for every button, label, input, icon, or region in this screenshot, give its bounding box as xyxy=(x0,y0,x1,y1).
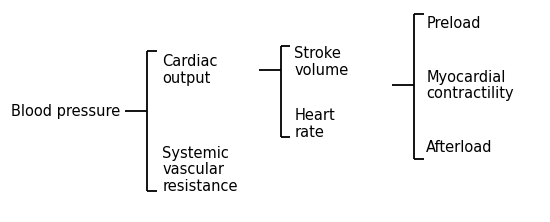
Text: Systemic
vascular
resistance: Systemic vascular resistance xyxy=(162,146,238,194)
Text: Cardiac
output: Cardiac output xyxy=(162,54,218,86)
Text: Heart
rate: Heart rate xyxy=(294,108,335,140)
Text: Preload: Preload xyxy=(426,16,481,31)
Text: Myocardial
contractility: Myocardial contractility xyxy=(426,69,514,101)
Text: Blood pressure: Blood pressure xyxy=(11,103,120,119)
Text: Afterload: Afterload xyxy=(426,140,493,155)
Text: Stroke
volume: Stroke volume xyxy=(294,46,349,78)
